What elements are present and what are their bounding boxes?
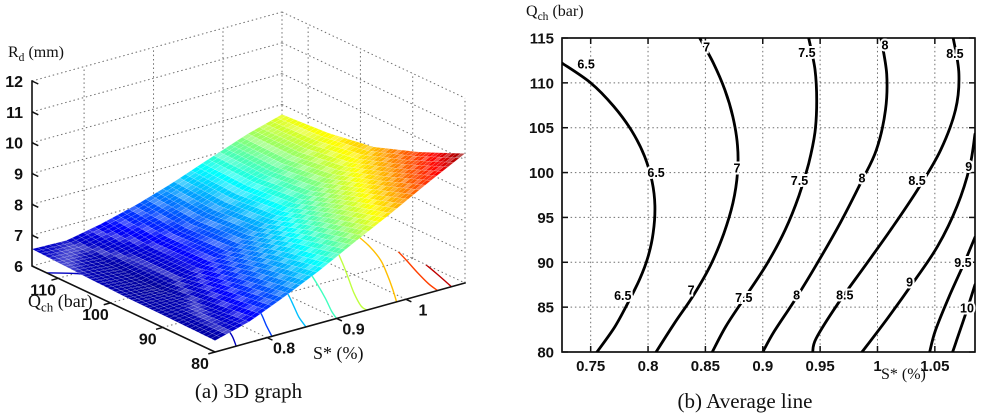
y-tick-label: 100 bbox=[529, 165, 554, 182]
contour-label-8: 8 bbox=[881, 39, 888, 53]
z-tick-label: 11 bbox=[6, 105, 23, 122]
qch-tick-label: 90 bbox=[139, 331, 157, 348]
x-tick-label: 0.75 bbox=[576, 358, 605, 375]
contour-label-8: 8 bbox=[859, 171, 866, 185]
plot-frame bbox=[561, 37, 976, 353]
qch-tick-label: 110 bbox=[30, 282, 56, 299]
contour-label-9: 9 bbox=[965, 160, 972, 174]
contour-label-6.5: 6.5 bbox=[614, 289, 631, 303]
contour-line-9 bbox=[860, 132, 975, 352]
x-tick-label: 1.05 bbox=[920, 358, 949, 375]
panel-3d-surface: 6 7 8 9 10 11 12 110 100 90 80 0.8 0.9 1 Rd (mm) Qch … bbox=[5, 11, 466, 403]
contour-label-9: 9 bbox=[906, 276, 913, 290]
z-tick-label: 7 bbox=[14, 228, 23, 245]
surface-mesh bbox=[31, 114, 466, 341]
z-axis-label-sub: d bbox=[18, 52, 25, 65]
y-tick-label: 85 bbox=[537, 300, 554, 317]
sstar-tick-label: 0.8 bbox=[273, 341, 295, 358]
contour-label-7.5: 7.5 bbox=[735, 291, 752, 305]
sstar-tick-label: 0.9 bbox=[342, 321, 364, 338]
y-tick-label: 95 bbox=[537, 210, 554, 227]
contour-line-10 bbox=[951, 283, 975, 352]
contour-label-7.5: 7.5 bbox=[798, 46, 815, 60]
contour-label-8.5: 8.5 bbox=[836, 289, 853, 303]
x-tick-label: 0.8 bbox=[638, 358, 659, 375]
y-tick-label: 90 bbox=[537, 255, 554, 272]
x-axis-label-a: S* (%) bbox=[313, 343, 364, 364]
z-axis-label-base: R bbox=[8, 44, 19, 61]
contour-label-7: 7 bbox=[703, 40, 710, 54]
contour-label-7: 7 bbox=[688, 284, 695, 298]
x-axis-label-a-text: S* (%) bbox=[313, 343, 364, 363]
contour-line-8.5 bbox=[811, 38, 961, 352]
contour-line-8 bbox=[761, 38, 889, 352]
caption-b: (b) Average line bbox=[677, 389, 813, 413]
z-tick-label: 9 bbox=[14, 167, 23, 184]
y-axis-label-a-sub: ch bbox=[41, 299, 54, 315]
contour-label-8.5: 8.5 bbox=[908, 174, 925, 188]
y-tick-label: 105 bbox=[529, 120, 554, 137]
axes-lines bbox=[31, 80, 466, 355]
contour-line-7 bbox=[654, 38, 740, 352]
x-axis-label-b-text: S* (%) bbox=[881, 366, 926, 383]
tick-labels: 6 7 8 9 10 11 12 110 100 90 80 0.8 0.9 1 bbox=[5, 74, 427, 373]
y-tick-label: 115 bbox=[530, 31, 554, 48]
contour-labels: 6.5 6.5 6.5 7 7 7 7.5 7.5 7.5 8 8 8 8.5 8.5 8.5 9 9 9.5 10 bbox=[575, 37, 976, 318]
contour-line-9.5 bbox=[928, 235, 975, 352]
contour-label-6.5: 6.5 bbox=[647, 166, 664, 180]
y-axis-label-b-base: Q bbox=[526, 3, 538, 20]
z-axis-label-unit: (mm) bbox=[24, 44, 64, 61]
sstar-tick-label: 1 bbox=[419, 302, 428, 319]
contour-label-8.5: 8.5 bbox=[946, 47, 963, 61]
z-tick-label: 10 bbox=[5, 136, 23, 153]
y-tick-label: 80 bbox=[537, 345, 554, 362]
x-tick-label: 0.9 bbox=[752, 358, 773, 375]
z-tick-label: 8 bbox=[14, 197, 23, 214]
surface-plot-canvas: 6 7 8 9 10 11 12 110 100 90 80 0.8 0.9 1 bbox=[5, 11, 466, 373]
contour-label-7.5: 7.5 bbox=[791, 174, 808, 188]
y-axis-label-b-unit: (bar) bbox=[548, 3, 584, 20]
contour-label-6.5: 6.5 bbox=[577, 58, 594, 72]
tick-labels: 80 85 90 95 100 105 110 115 0.75 0.8 0.85 0.9 0.95 1 1… bbox=[529, 31, 949, 376]
qch-tick-label: 100 bbox=[82, 307, 109, 324]
y-tick-label: 110 bbox=[530, 75, 554, 92]
y-axis-label-b: Qch (bar) bbox=[526, 3, 584, 24]
x-tick-label: 0.85 bbox=[691, 358, 720, 375]
x-axis-label-b: S* (%) bbox=[881, 366, 926, 384]
contour-line-7.5 bbox=[710, 38, 819, 352]
z-tick-label: 6 bbox=[14, 259, 23, 276]
contour-label-7: 7 bbox=[733, 162, 740, 176]
contour-label-10: 10 bbox=[960, 302, 974, 316]
y-axis-label-b-sub: ch bbox=[537, 11, 549, 24]
panel-contour: 80 85 90 95 100 105 110 115 0.75 0.8 0.85 0.9 0.95 1 1… bbox=[497, 0, 993, 418]
contour-lines bbox=[562, 38, 975, 352]
contour-label-8: 8 bbox=[793, 289, 800, 303]
caption-a: (a) 3D graph bbox=[194, 379, 303, 403]
z-axis-label: Rd (mm) bbox=[8, 44, 64, 65]
contour-label-9.5: 9.5 bbox=[954, 256, 971, 270]
x-tick-label: 0.95 bbox=[806, 358, 835, 375]
qch-tick-label: 80 bbox=[191, 356, 209, 373]
contour-line-6.5 bbox=[562, 61, 657, 352]
z-tick-label: 12 bbox=[5, 74, 23, 91]
y-axis-label-a: Qch (bar) bbox=[28, 291, 93, 315]
y-axis-label-a-base: Q bbox=[28, 291, 41, 311]
x-tick-label: 1 bbox=[873, 358, 881, 375]
y-axis-label-a-unit: (bar) bbox=[53, 291, 93, 311]
